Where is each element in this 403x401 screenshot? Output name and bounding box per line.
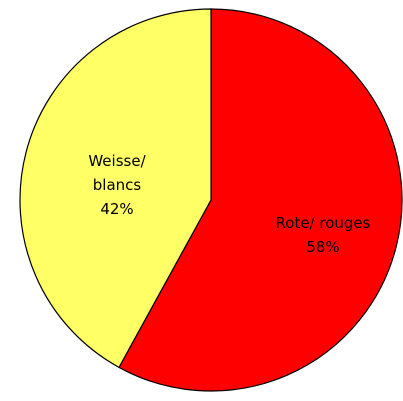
pie-slice <box>19 8 212 369</box>
pie-slice <box>118 8 403 392</box>
category-label: Rote/ rouges <box>275 214 371 232</box>
category-label: Weisse/ blancs <box>88 152 146 194</box>
slice-label: Weisse/ blancs 42% <box>77 149 157 221</box>
value-label: 58% <box>306 238 340 256</box>
value-label: 42% <box>100 200 134 218</box>
slice-label: Rote/ rouges 58% <box>258 211 388 259</box>
